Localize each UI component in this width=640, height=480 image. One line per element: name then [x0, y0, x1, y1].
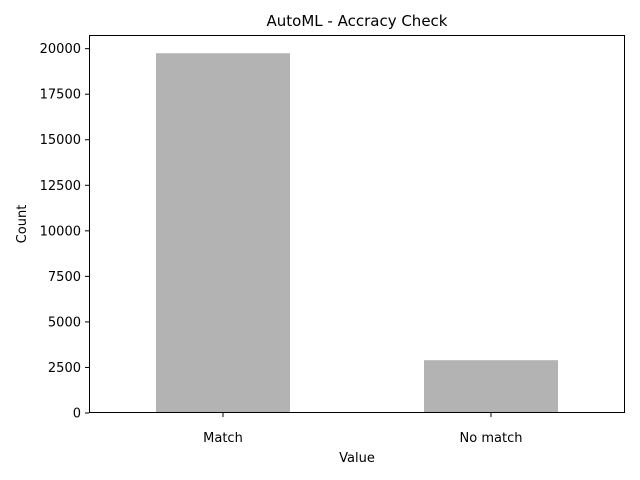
y-tick-label: 12500	[40, 179, 81, 194]
x-axis-label: Value	[339, 451, 375, 466]
x-tick-label: No match	[460, 431, 523, 446]
y-axis-label: Count	[15, 205, 30, 244]
bar-no-match	[424, 360, 558, 413]
chart-title: AutoML - Accracy Check	[267, 12, 448, 30]
plot-frame	[89, 35, 625, 413]
y-tick-label: 2500	[48, 361, 81, 376]
y-tick-label: 0	[73, 407, 81, 422]
y-tick-label: 15000	[40, 133, 81, 148]
y-tick-label: 5000	[48, 315, 81, 330]
y-tick-label: 17500	[40, 88, 81, 103]
y-axis-ticks: 0 2500 5000 7500 10000 12500 15000 17500 20000	[40, 42, 89, 422]
y-tick-label: 7500	[48, 270, 81, 285]
y-tick-label: 10000	[40, 224, 81, 239]
x-tick-label: Match	[203, 431, 243, 446]
bar-match	[156, 53, 290, 414]
bars-group	[156, 53, 558, 414]
y-tick-label: 20000	[40, 42, 81, 57]
x-axis-ticks: Match No match	[203, 413, 522, 446]
